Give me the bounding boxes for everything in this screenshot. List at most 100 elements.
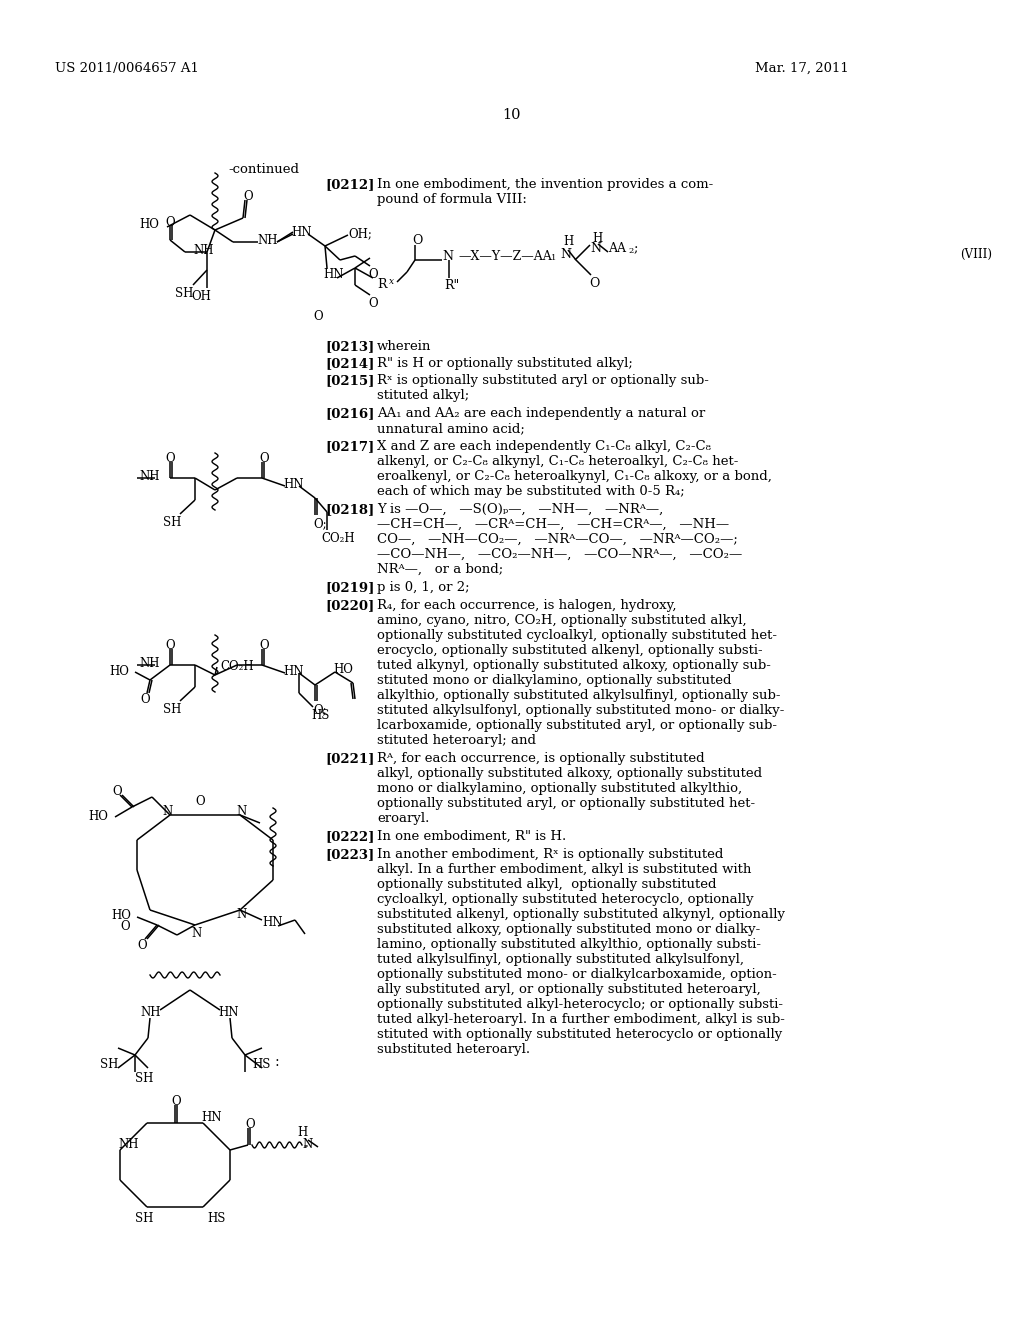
Text: [0223]: [0223] (325, 847, 374, 861)
Text: [0215]: [0215] (325, 374, 375, 387)
Text: Rᴬ, for each occurrence, is optionally substituted: Rᴬ, for each occurrence, is optionally s… (377, 752, 705, 766)
Text: tuted alkyl-heteroaryl. In a further embodiment, alkyl is sub-: tuted alkyl-heteroaryl. In a further emb… (377, 1012, 784, 1026)
Text: O: O (589, 277, 599, 290)
Text: HN: HN (218, 1006, 239, 1019)
Text: SH: SH (163, 704, 181, 715)
Text: wherein: wherein (377, 341, 431, 352)
Text: SH: SH (135, 1212, 154, 1225)
Text: R" is H or optionally substituted alkyl;: R" is H or optionally substituted alkyl; (377, 356, 633, 370)
Text: CO₂H: CO₂H (220, 660, 254, 673)
Text: HN: HN (283, 478, 303, 491)
Text: N: N (590, 242, 601, 255)
Text: Rˣ is optionally substituted aryl or optionally sub-: Rˣ is optionally substituted aryl or opt… (377, 374, 709, 387)
Text: [0220]: [0220] (325, 599, 374, 612)
Text: AA: AA (608, 242, 626, 255)
Text: HO: HO (109, 665, 129, 678)
Text: -continued: -continued (228, 162, 299, 176)
Text: eroaryl.: eroaryl. (377, 812, 429, 825)
Text: HO: HO (88, 810, 108, 822)
Text: O: O (243, 190, 253, 203)
Text: [0216]: [0216] (325, 407, 375, 420)
Text: (VIII): (VIII) (961, 248, 992, 261)
Text: O: O (259, 639, 268, 652)
Text: [0212]: [0212] (325, 178, 375, 191)
Text: HS: HS (311, 709, 330, 722)
Text: stituted mono or dialkylamino, optionally substituted: stituted mono or dialkylamino, optionall… (377, 675, 731, 686)
Text: N: N (236, 908, 246, 921)
Text: substituted heteroaryl.: substituted heteroaryl. (377, 1043, 530, 1056)
Text: 2: 2 (628, 247, 633, 255)
Text: —X—Y—Z—AA: —X—Y—Z—AA (458, 249, 552, 263)
Text: cycloalkyl, optionally substituted heterocyclo, optionally: cycloalkyl, optionally substituted heter… (377, 894, 754, 906)
Text: O: O (368, 268, 378, 281)
Text: HN: HN (283, 665, 303, 678)
Text: N: N (162, 805, 172, 818)
Text: lcarboxamide, optionally substituted aryl, or optionally sub-: lcarboxamide, optionally substituted ary… (377, 719, 777, 733)
Text: O: O (112, 785, 122, 799)
Text: eroalkenyl, or C₂-C₈ heteroalkynyl, C₁-C₈ alkoxy, or a bond,: eroalkenyl, or C₂-C₈ heteroalkynyl, C₁-C… (377, 470, 772, 483)
Text: :: : (275, 1055, 280, 1069)
Text: NH: NH (193, 244, 213, 257)
Text: N: N (442, 249, 453, 263)
Text: pound of formula VIII:: pound of formula VIII: (377, 193, 527, 206)
Text: In one embodiment, the invention provides a com-: In one embodiment, the invention provide… (377, 178, 714, 191)
Text: N: N (302, 1138, 312, 1151)
Text: N: N (236, 805, 246, 818)
Text: HS: HS (207, 1212, 225, 1225)
Text: 10: 10 (503, 108, 521, 121)
Text: HO: HO (139, 218, 159, 231)
Text: [0214]: [0214] (325, 356, 375, 370)
Text: N: N (560, 248, 571, 261)
Text: substituted alkenyl, optionally substituted alkynyl, optionally: substituted alkenyl, optionally substitu… (377, 908, 785, 921)
Text: OH: OH (191, 290, 211, 304)
Text: O: O (195, 795, 205, 808)
Text: [0218]: [0218] (325, 503, 374, 516)
Text: Mar. 17, 2011: Mar. 17, 2011 (755, 62, 849, 75)
Text: stituted alkyl;: stituted alkyl; (377, 389, 469, 403)
Text: SH: SH (175, 286, 194, 300)
Text: NH: NH (118, 1138, 138, 1151)
Text: O;: O; (313, 704, 327, 715)
Text: amino, cyano, nitro, CO₂H, optionally substituted alkyl,: amino, cyano, nitro, CO₂H, optionally su… (377, 614, 746, 627)
Text: Y is —O—,   —S(O)ₚ—,   —NH—,   —NRᴬ—,: Y is —O—, —S(O)ₚ—, —NH—, —NRᴬ—, (377, 503, 664, 516)
Text: optionally substituted mono- or dialkylcarboxamide, option-: optionally substituted mono- or dialkylc… (377, 968, 777, 981)
Text: NH: NH (140, 1006, 161, 1019)
Text: HO: HO (333, 663, 353, 676)
Text: HS: HS (252, 1059, 270, 1071)
Text: O: O (165, 639, 175, 652)
Text: O: O (313, 310, 323, 323)
Text: O: O (368, 297, 378, 310)
Text: HN: HN (201, 1111, 221, 1125)
Text: tuted alkylsulfinyl, optionally substituted alkylsulfonyl,: tuted alkylsulfinyl, optionally substitu… (377, 953, 744, 966)
Text: US 2011/0064657 A1: US 2011/0064657 A1 (55, 62, 199, 75)
Text: 1: 1 (551, 253, 556, 261)
Text: X and Z are each independently C₁-C₈ alkyl, C₂-C₈: X and Z are each independently C₁-C₈ alk… (377, 440, 711, 453)
Text: CO₂H: CO₂H (321, 532, 354, 545)
Text: ;: ; (634, 242, 639, 255)
Text: p is 0, 1, or 2;: p is 0, 1, or 2; (377, 581, 470, 594)
Text: R": R" (444, 279, 459, 292)
Text: stituted with optionally substituted heterocyclo or optionally: stituted with optionally substituted het… (377, 1028, 782, 1041)
Text: AA₁ and AA₂ are each independently a natural or: AA₁ and AA₂ are each independently a nat… (377, 407, 706, 420)
Text: alkylthio, optionally substituted alkylsulfinyl, optionally sub-: alkylthio, optionally substituted alkyls… (377, 689, 780, 702)
Text: O: O (140, 693, 150, 706)
Text: SH: SH (135, 1072, 154, 1085)
Text: HN: HN (323, 268, 343, 281)
Text: O: O (245, 1118, 255, 1131)
Text: tuted alkynyl, optionally substituted alkoxy, optionally sub-: tuted alkynyl, optionally substituted al… (377, 659, 771, 672)
Text: —CH=CH—,   —CRᴬ=CH—,   —CH=CRᴬ—,   —NH—: —CH=CH—, —CRᴬ=CH—, —CH=CRᴬ—, —NH— (377, 517, 729, 531)
Text: alkyl. In a further embodiment, alkyl is substituted with: alkyl. In a further embodiment, alkyl is… (377, 863, 752, 876)
Text: SH: SH (163, 516, 181, 529)
Text: O: O (165, 216, 175, 228)
Text: NH: NH (139, 657, 160, 671)
Text: optionally substituted alkyl-heterocyclo; or optionally substi-: optionally substituted alkyl-heterocyclo… (377, 998, 783, 1011)
Text: O;: O; (313, 517, 327, 531)
Text: substituted alkoxy, optionally substituted mono or dialky-: substituted alkoxy, optionally substitut… (377, 923, 760, 936)
Text: In one embodiment, R" is H.: In one embodiment, R" is H. (377, 830, 566, 843)
Text: SH: SH (100, 1059, 119, 1071)
Text: —CO—NH—,   —CO₂—NH—,   —CO—NRᴬ—,   —CO₂—: —CO—NH—, —CO₂—NH—, —CO—NRᴬ—, —CO₂— (377, 548, 742, 561)
Text: alkenyl, or C₂-C₈ alkynyl, C₁-C₈ heteroalkyl, C₂-C₈ het-: alkenyl, or C₂-C₈ alkynyl, C₁-C₈ heteroa… (377, 455, 738, 469)
Text: R: R (377, 279, 386, 290)
Text: lamino, optionally substituted alkylthio, optionally substi-: lamino, optionally substituted alkylthio… (377, 939, 761, 950)
Text: [0221]: [0221] (325, 752, 375, 766)
